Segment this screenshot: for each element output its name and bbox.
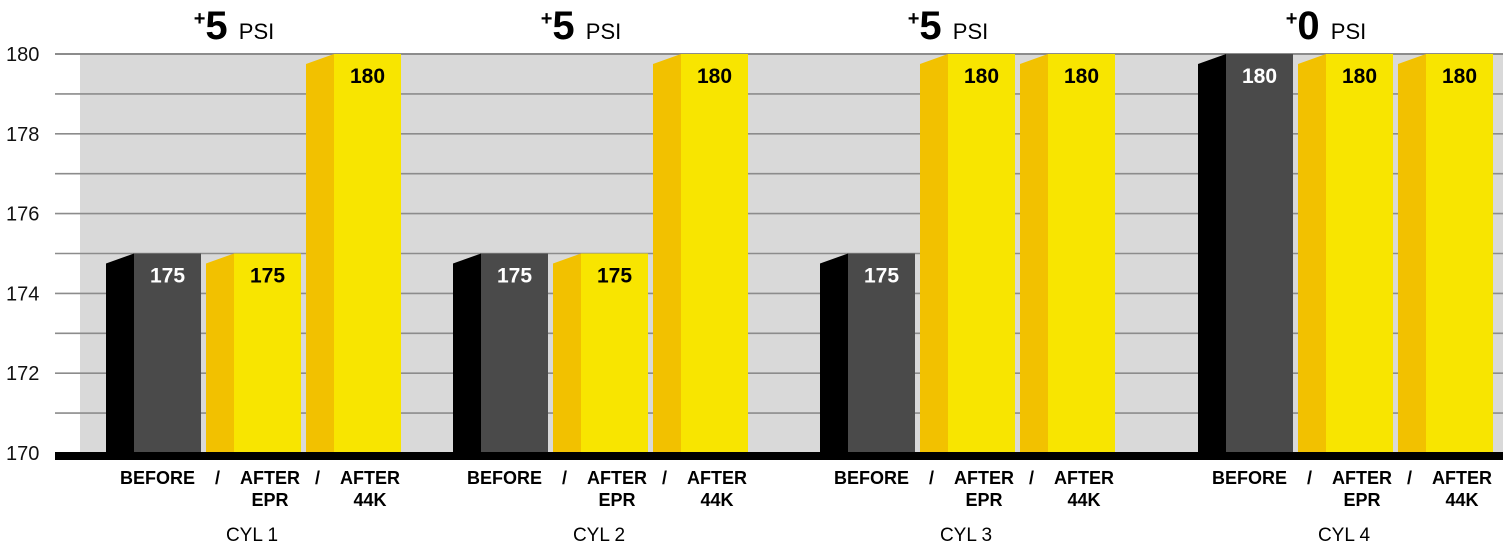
x-label-separator: / bbox=[662, 468, 667, 488]
bar bbox=[581, 253, 648, 453]
delta-value: 5 bbox=[552, 4, 585, 48]
bar-value-label: 180 bbox=[697, 65, 732, 88]
bar-value-label: 175 bbox=[597, 265, 632, 288]
x-label-separator: / bbox=[929, 468, 934, 488]
x-label-after: AFTER bbox=[1432, 468, 1492, 488]
x-label-after: AFTER bbox=[1332, 468, 1392, 488]
delta-sign: + bbox=[194, 8, 206, 30]
x-label-epr: EPR bbox=[965, 490, 1002, 510]
x-label-separator: / bbox=[1029, 468, 1034, 488]
bar-side bbox=[306, 54, 334, 453]
x-label-before: BEFORE bbox=[834, 468, 909, 488]
delta-unit: PSI bbox=[586, 19, 621, 44]
x-label-after: AFTER bbox=[340, 468, 400, 488]
bar bbox=[481, 253, 548, 453]
x-axis-baseline bbox=[55, 452, 1503, 460]
bar-value-label: 180 bbox=[1064, 65, 1099, 88]
delta-sign: + bbox=[908, 8, 920, 30]
bar-value-label: 175 bbox=[864, 265, 899, 288]
bar-value-label: 175 bbox=[250, 265, 285, 288]
x-label-44k: 44K bbox=[1067, 490, 1100, 510]
bar bbox=[948, 54, 1015, 453]
delta-value: 5 bbox=[205, 4, 238, 48]
y-tick-label: 176 bbox=[6, 204, 39, 226]
bar-side bbox=[1020, 54, 1048, 453]
delta-label: +5 PSI bbox=[908, 4, 989, 48]
delta-unit: PSI bbox=[1331, 19, 1366, 44]
delta-value: 0 bbox=[1297, 4, 1330, 48]
delta-value: 5 bbox=[919, 4, 952, 48]
x-label-before: BEFORE bbox=[1212, 468, 1287, 488]
bar-side bbox=[653, 54, 681, 453]
bar-value-label: 180 bbox=[1442, 65, 1477, 88]
y-tick-label: 174 bbox=[6, 283, 39, 305]
bar bbox=[1048, 54, 1115, 453]
category-label: CYL 2 bbox=[573, 525, 625, 546]
delta-sign: + bbox=[541, 8, 553, 30]
x-label-after: AFTER bbox=[587, 468, 647, 488]
bar-side bbox=[553, 253, 581, 453]
bar-value-label: 180 bbox=[1342, 65, 1377, 88]
x-label-before: BEFORE bbox=[120, 468, 195, 488]
bar-side bbox=[1198, 54, 1226, 453]
bar-value-label: 180 bbox=[1242, 65, 1277, 88]
bar bbox=[848, 253, 915, 453]
x-label-separator: / bbox=[215, 468, 220, 488]
bar-side bbox=[1298, 54, 1326, 453]
x-label-before: BEFORE bbox=[467, 468, 542, 488]
bar-side bbox=[106, 253, 134, 453]
bar bbox=[1426, 54, 1493, 453]
bar-side bbox=[1398, 54, 1426, 453]
bar-value-label: 175 bbox=[497, 265, 532, 288]
delta-unit: PSI bbox=[953, 19, 988, 44]
bar bbox=[334, 54, 401, 453]
bar-value-label: 175 bbox=[150, 265, 185, 288]
bar bbox=[1226, 54, 1293, 453]
x-label-separator: / bbox=[315, 468, 320, 488]
bar-side bbox=[206, 253, 234, 453]
y-tick-label: 178 bbox=[6, 124, 39, 146]
x-label-epr: EPR bbox=[1343, 490, 1380, 510]
bar bbox=[1326, 54, 1393, 453]
x-label-44k: 44K bbox=[1445, 490, 1478, 510]
bar bbox=[134, 253, 201, 453]
y-tick-label: 170 bbox=[6, 443, 39, 465]
x-label-epr: EPR bbox=[598, 490, 635, 510]
bar-side bbox=[820, 253, 848, 453]
delta-label: +5 PSI bbox=[194, 4, 275, 48]
x-label-44k: 44K bbox=[353, 490, 386, 510]
bar bbox=[681, 54, 748, 453]
bar-value-label: 180 bbox=[964, 65, 999, 88]
bar-side bbox=[920, 54, 948, 453]
x-label-after: AFTER bbox=[954, 468, 1014, 488]
x-label-separator: / bbox=[1307, 468, 1312, 488]
bar bbox=[234, 253, 301, 453]
category-label: CYL 3 bbox=[940, 525, 992, 546]
delta-label: +5 PSI bbox=[541, 4, 622, 48]
x-label-separator: / bbox=[1407, 468, 1412, 488]
x-label-after: AFTER bbox=[687, 468, 747, 488]
bar-value-label: 180 bbox=[350, 65, 385, 88]
category-label: CYL 4 bbox=[1318, 525, 1371, 546]
x-label-44k: 44K bbox=[700, 490, 733, 510]
x-label-separator: / bbox=[562, 468, 567, 488]
category-label: CYL 1 bbox=[226, 525, 278, 546]
x-label-after: AFTER bbox=[1054, 468, 1114, 488]
delta-sign: + bbox=[1286, 8, 1298, 30]
y-tick-label: 180 bbox=[6, 44, 39, 66]
bar-side bbox=[453, 253, 481, 453]
y-tick-label: 172 bbox=[6, 363, 39, 385]
delta-unit: PSI bbox=[239, 19, 274, 44]
x-label-epr: EPR bbox=[251, 490, 288, 510]
delta-label: +0 PSI bbox=[1286, 4, 1367, 48]
x-label-after: AFTER bbox=[240, 468, 300, 488]
